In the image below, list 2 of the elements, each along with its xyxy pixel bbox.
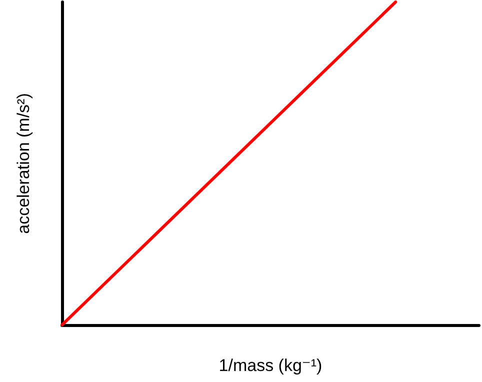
y-axis-title: acceleration (m/s²) <box>14 93 33 234</box>
x-axis-title: 1/mass (kg⁻¹) <box>218 356 322 375</box>
